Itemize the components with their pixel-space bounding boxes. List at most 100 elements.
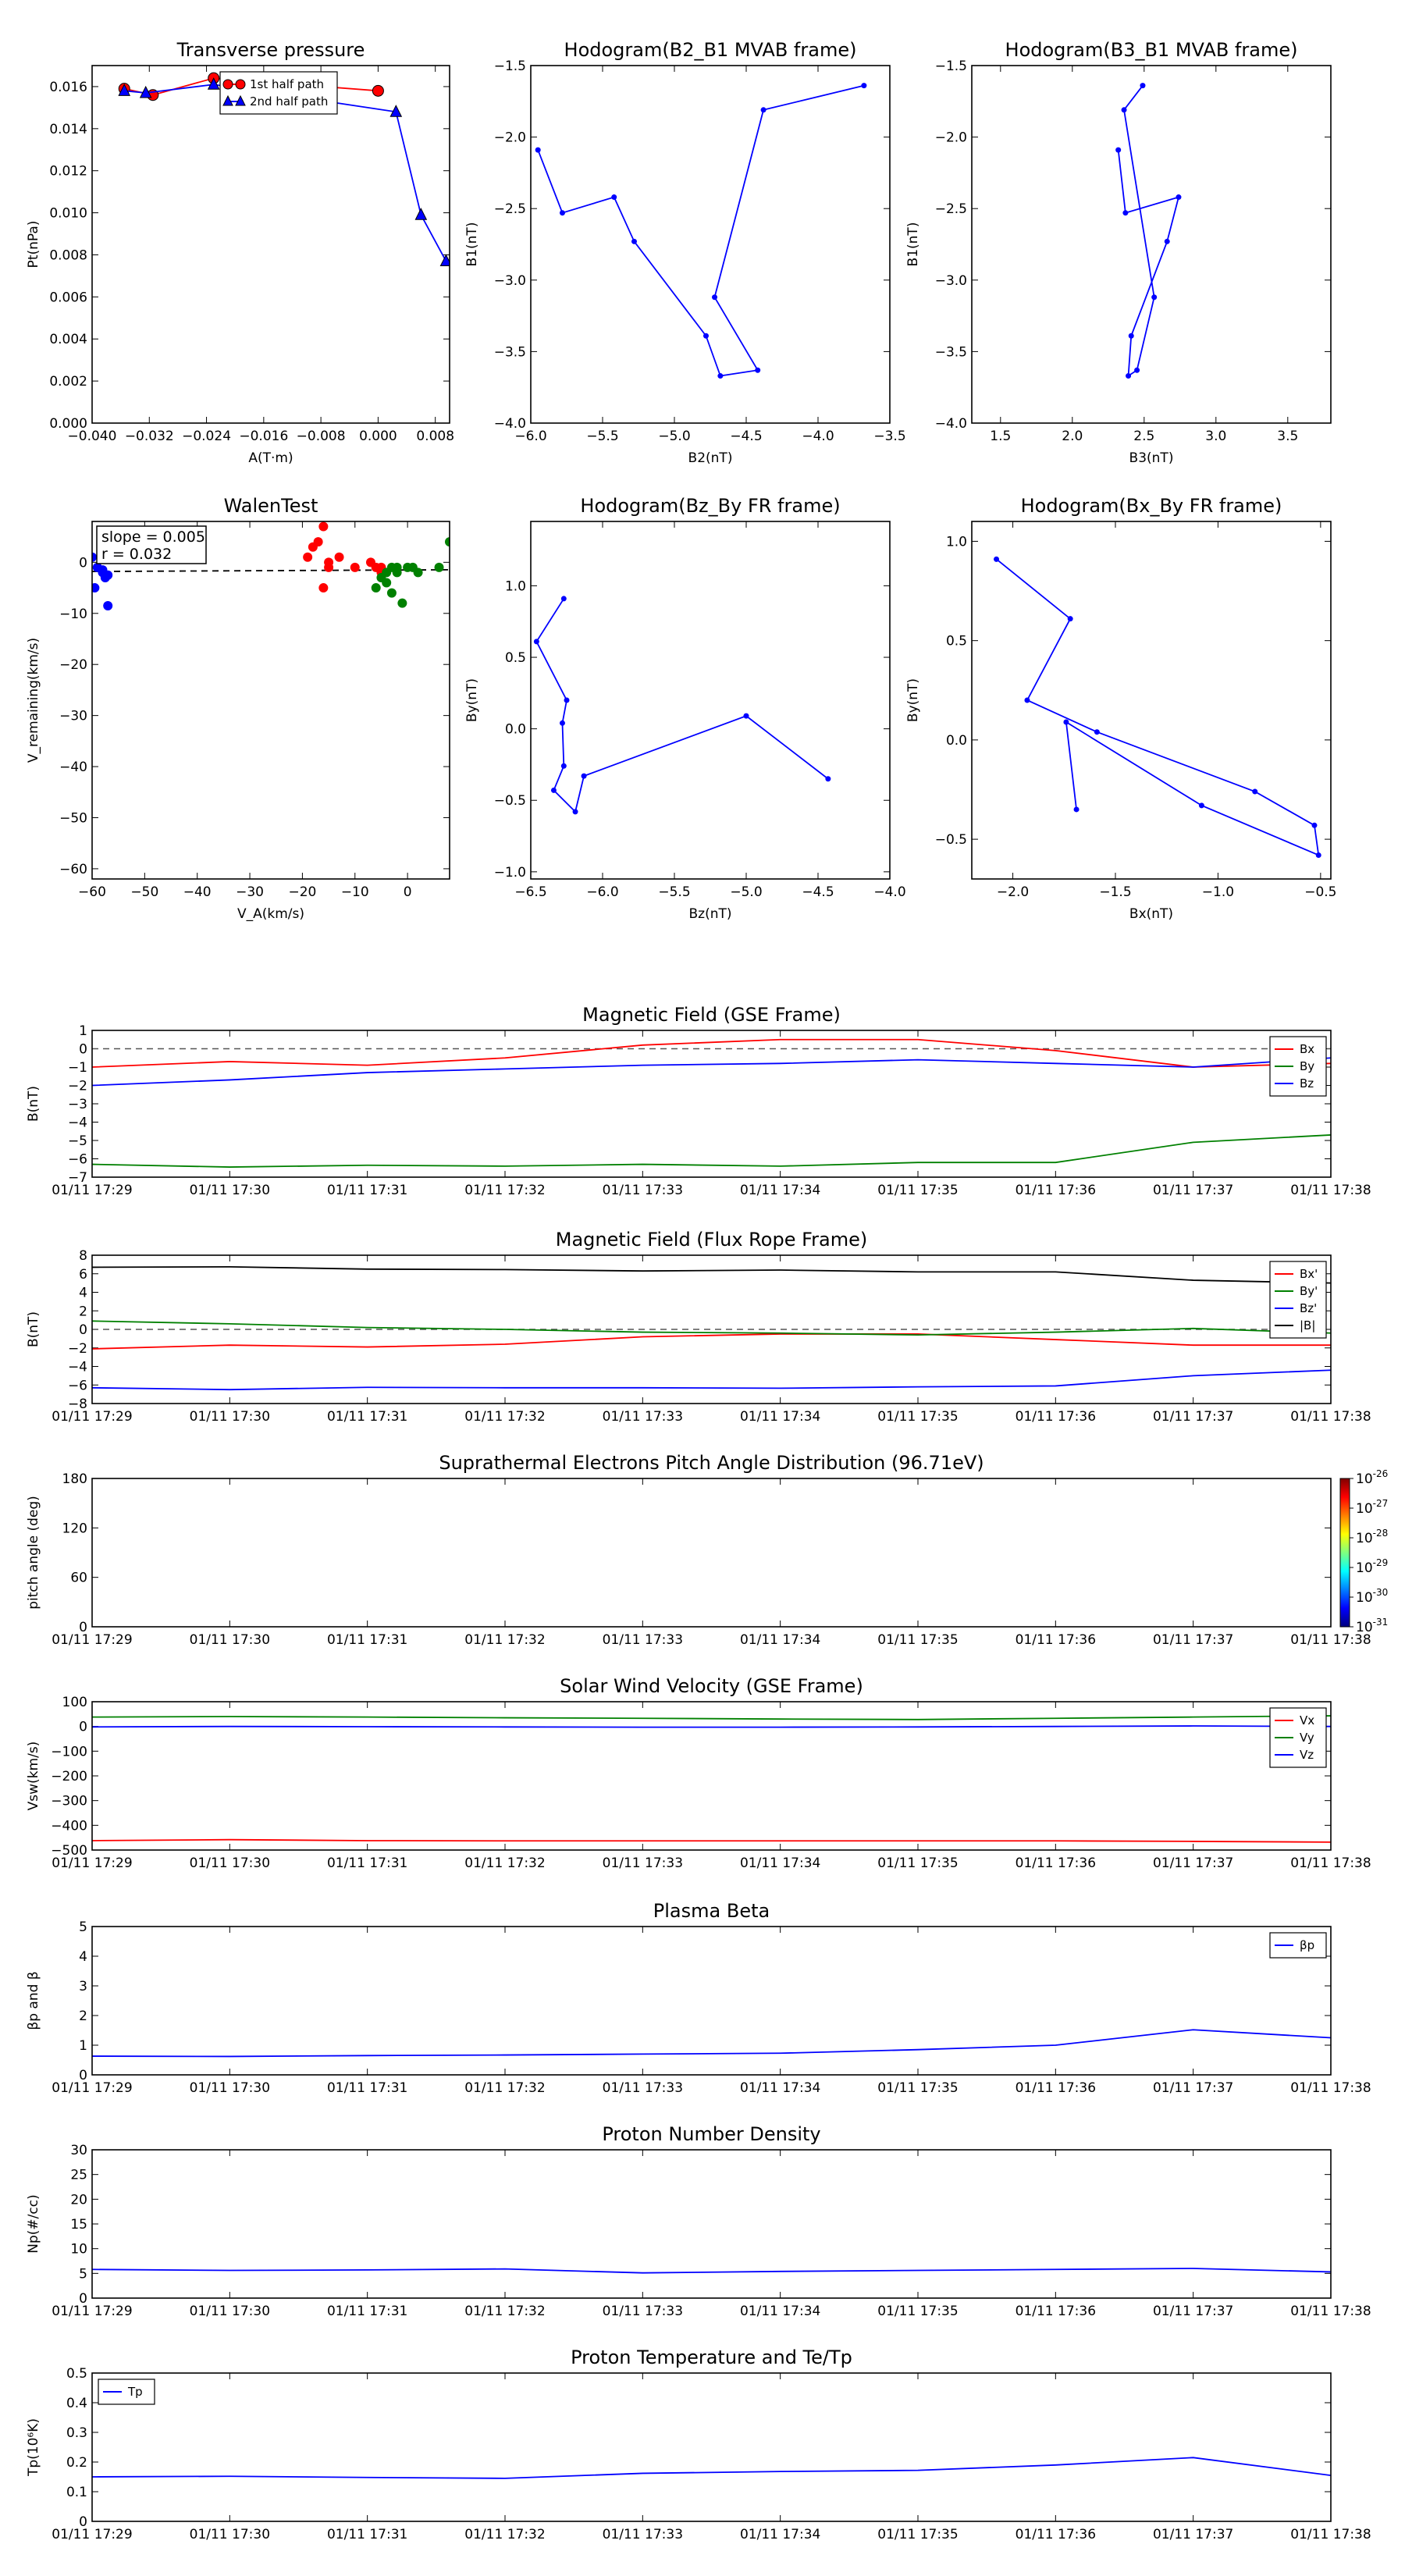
x-tick-label: 01/11 17:37 — [1153, 1632, 1233, 1648]
annotation-box — [96, 525, 207, 564]
y-tick-label: 1 — [79, 2038, 87, 2054]
y-tick-label: −4 — [68, 1360, 87, 1375]
legend-label: βp — [1300, 1938, 1314, 1952]
colorbar-tick-exponent: -26 — [1373, 1468, 1389, 1479]
y-tick-label: −4 — [68, 1115, 87, 1131]
plot-frame — [91, 1926, 1332, 2076]
density-chart: Proton Number Density 0 5 10 15 20 25 30 01/11 1… — [26, 2123, 1371, 2319]
y-tick-label: −3.5 — [935, 344, 967, 360]
x-tick-label: 01/11 17:37 — [1153, 2080, 1233, 2096]
scatter-point — [303, 552, 313, 562]
plot-area — [92, 2268, 1331, 2274]
y-axis-label: B1(nT) — [464, 222, 480, 267]
x-tick-label: 3.5 — [1277, 429, 1298, 444]
x-tick-label: −6.5 — [514, 884, 546, 900]
x-tick-label: 01/11 17:30 — [190, 2080, 270, 2096]
plot-frame — [91, 2149, 1332, 2299]
plot-area — [533, 596, 831, 815]
legend-label: Bz — [1300, 1076, 1314, 1091]
y-axis-label: By(nT) — [464, 678, 480, 722]
series-line-0 — [995, 558, 1320, 856]
y-axis-label: Vsw(km/s) — [26, 1742, 41, 1811]
hodogram-b3-b1-chart: Hodogram(B3_B1 MVAB frame) −4.0 −3.5 −3.0 −2… — [905, 39, 1332, 466]
x-tick-label: 01/11 17:31 — [327, 2080, 407, 2096]
y-tick-label: −300 — [51, 1794, 87, 1809]
data-point — [389, 105, 403, 117]
x-tick-label: 0.000 — [359, 429, 397, 444]
y-tick-label: 0.4 — [66, 2396, 87, 2411]
x-tick-label: 01/11 17:34 — [740, 1409, 820, 1425]
plot-area — [535, 83, 867, 379]
y-tick-label: 0.3 — [66, 2425, 87, 2441]
legend-marker — [235, 94, 246, 106]
y-tick-label: −1 — [68, 1060, 87, 1076]
plot-area — [92, 521, 450, 610]
x-tick-label: 01/11 17:29 — [52, 1856, 132, 1871]
y-tick-label: −4.0 — [494, 416, 526, 432]
y-tick-label: 5 — [79, 1920, 87, 1935]
x-tick-label: 01/11 17:38 — [1290, 2080, 1371, 2096]
data-point — [1315, 852, 1321, 858]
x-tick-label: 01/11 17:36 — [1016, 1632, 1096, 1648]
y-axis-label: Tp(10⁶K) — [26, 2418, 41, 2477]
x-axis-label: Bz(nT) — [688, 906, 731, 922]
data-point — [560, 763, 567, 769]
x-tick-label: −6.0 — [586, 884, 618, 900]
x-tick-label: 01/11 17:29 — [52, 1632, 132, 1648]
x-tick-label: 01/11 17:38 — [1290, 1183, 1371, 1198]
x-tick-label: 2.5 — [1133, 429, 1154, 444]
legend-label: Bx' — [1300, 1267, 1318, 1281]
x-tick-label: −60 — [78, 884, 106, 900]
colorbar-tick-base: 10 — [1356, 1560, 1373, 1576]
chart-title: Hodogram(B2_B1 MVAB frame) — [564, 39, 857, 61]
data-point — [439, 254, 450, 267]
x-tick-label: 01/11 17:34 — [740, 2080, 820, 2096]
y-tick-label: 0.000 — [49, 416, 87, 432]
data-point — [861, 83, 867, 89]
scatter-point — [386, 588, 397, 598]
data-point — [1067, 616, 1073, 622]
data-point — [743, 713, 749, 719]
series-line-0 — [92, 2029, 1331, 2058]
scatter-point — [98, 565, 108, 575]
x-tick-label: 01/11 17:35 — [877, 2304, 958, 2319]
chart-title: Proton Number Density — [602, 2123, 820, 2145]
x-tick-label: 01/11 17:33 — [603, 1856, 683, 1871]
annotation-text: slope = 0.005 — [101, 528, 205, 546]
y-tick-label: 0.004 — [49, 332, 87, 347]
legend-label: |B| — [1300, 1318, 1315, 1332]
y-tick-label: 0.014 — [49, 122, 87, 137]
plot-frame — [91, 65, 450, 424]
y-tick-label: 30 — [70, 2143, 87, 2158]
data-point — [372, 84, 384, 97]
x-tick-label: −1.5 — [1099, 884, 1131, 900]
y-tick-label: −200 — [51, 1769, 87, 1784]
scatter-point — [92, 552, 97, 562]
scatter-point — [392, 568, 402, 578]
scatter-point — [434, 562, 444, 572]
y-tick-label: 120 — [62, 1521, 87, 1536]
y-tick-label: −20 — [59, 657, 87, 673]
chart-title: Proton Temperature and Te/Tp — [571, 2347, 852, 2368]
colorbar-tick-label: 10-28 — [1356, 1528, 1388, 1546]
x-tick-label: −4.0 — [873, 884, 905, 900]
series-line-0 — [92, 2457, 1331, 2479]
legend-label: Tp — [127, 2385, 143, 2399]
data-point — [1311, 822, 1318, 828]
x-tick-label: 01/11 17:32 — [464, 1409, 545, 1425]
x-tick-label: 01/11 17:32 — [464, 2527, 545, 2542]
x-tick-label: 01/11 17:33 — [603, 2527, 683, 2542]
y-tick-label: 4 — [79, 1286, 87, 1301]
x-tick-label: 01/11 17:36 — [1016, 2304, 1096, 2319]
data-point — [118, 84, 131, 96]
x-tick-label: −5.0 — [658, 429, 690, 444]
x-tick-label: 01/11 17:38 — [1290, 1409, 1371, 1425]
x-tick-label: −6.0 — [514, 429, 546, 444]
colorbar-tick-label: 10-26 — [1356, 1468, 1388, 1487]
plot-frame — [971, 521, 1332, 880]
x-tick-label: 01/11 17:32 — [464, 1183, 545, 1198]
x-tick-label: 01/11 17:33 — [603, 1632, 683, 1648]
y-tick-label: 0.0 — [946, 733, 967, 749]
data-point — [1094, 729, 1100, 735]
